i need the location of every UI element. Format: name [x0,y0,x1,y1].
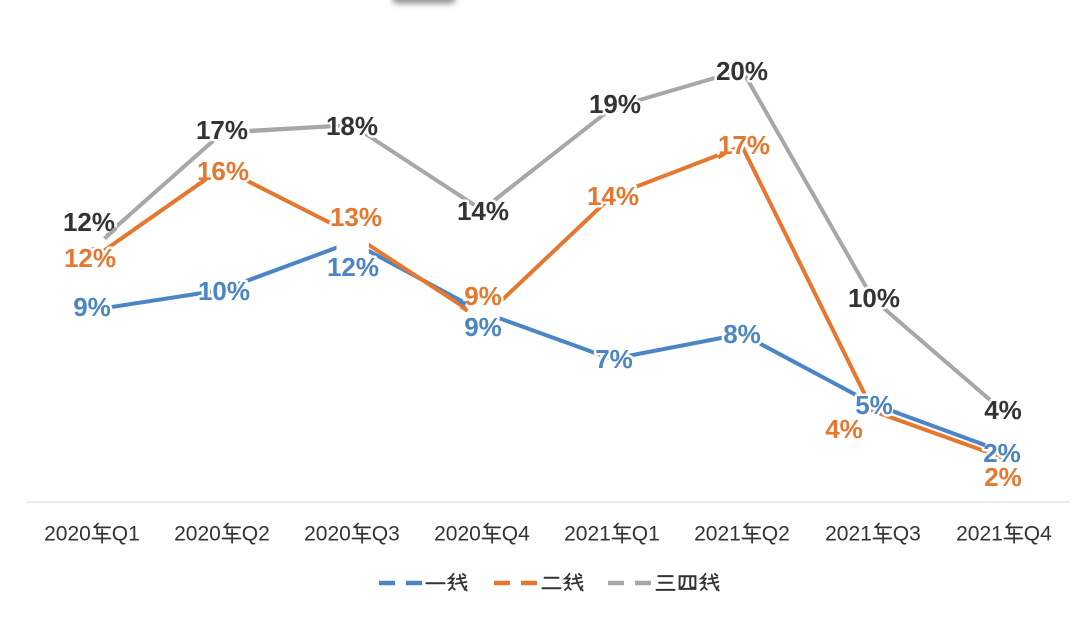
svg-text:9%: 9% [73,292,111,322]
svg-text:2021: 2021 [694,523,741,546]
svg-text:Q1: Q1 [632,523,660,546]
svg-text:2020: 2020 [44,523,91,546]
svg-text:2020: 2020 [434,523,481,546]
svg-text:2021: 2021 [825,523,872,546]
svg-text:4%: 4% [984,395,1022,425]
svg-text:14%: 14% [587,181,639,211]
svg-text:Q2: Q2 [242,523,270,546]
svg-text:18%: 18% [326,111,378,141]
svg-text:Q3: Q3 [893,523,921,546]
svg-text:9%: 9% [464,281,502,311]
svg-text:10%: 10% [848,283,900,313]
svg-text:17%: 17% [196,115,248,145]
svg-text:2%: 2% [983,438,1021,468]
svg-text:Q4: Q4 [1024,523,1052,546]
svg-text:2020: 2020 [304,523,351,546]
svg-text:7%: 7% [595,344,633,374]
svg-text:12%: 12% [63,207,115,237]
svg-text:12%: 12% [64,243,116,273]
svg-text:13%: 13% [330,202,382,232]
svg-text:5%: 5% [855,390,893,420]
svg-text:2%: 2% [984,462,1022,492]
svg-text:2020: 2020 [174,523,221,546]
svg-text:Q2: Q2 [762,523,790,546]
svg-text:4%: 4% [825,414,863,444]
svg-text:14%: 14% [457,196,509,226]
svg-text:20%: 20% [716,56,768,86]
svg-text:10%: 10% [198,276,250,306]
svg-text:2021: 2021 [956,523,1003,546]
svg-text:Q4: Q4 [502,523,530,546]
svg-text:8%: 8% [723,319,761,349]
svg-text:Q3: Q3 [372,523,400,546]
svg-text:2021: 2021 [564,523,611,546]
svg-text:19%: 19% [589,89,641,119]
svg-text:12%: 12% [327,252,379,282]
svg-text:Q1: Q1 [112,523,140,546]
svg-text:17%: 17% [718,130,770,160]
svg-text:9%: 9% [464,312,502,342]
